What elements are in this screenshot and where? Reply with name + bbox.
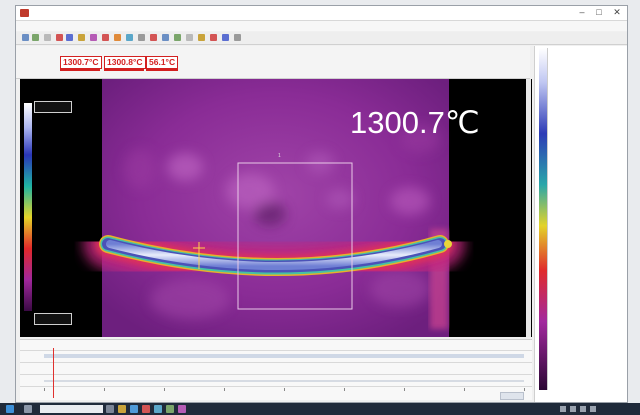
network-icon[interactable] — [570, 406, 576, 412]
max-temperature-overlay: 1300.7℃ — [350, 105, 480, 140]
tool-icon[interactable] — [174, 34, 181, 41]
maximize-button[interactable]: □ — [591, 7, 607, 18]
timeline-tick — [344, 388, 345, 391]
timeline-tick — [404, 388, 405, 391]
readout-underline — [60, 69, 100, 71]
readout-underline — [146, 69, 178, 71]
menu-bar — [16, 21, 627, 31]
tray-icon[interactable] — [560, 406, 566, 412]
tool-icon[interactable] — [114, 34, 121, 41]
scale-axis — [547, 48, 548, 390]
tool-icon[interactable] — [234, 34, 241, 41]
browser-icon[interactable] — [130, 405, 138, 413]
taskbar — [0, 403, 640, 415]
timeline-panel — [20, 339, 532, 400]
taskview-icon[interactable] — [106, 405, 114, 413]
palette-icon[interactable] — [90, 34, 97, 41]
tool-icon[interactable] — [198, 34, 205, 41]
timeline-tick — [284, 388, 285, 391]
timeline-tick — [464, 388, 465, 391]
tool-icon[interactable] — [210, 34, 217, 41]
readout-value: 56.1°C — [146, 56, 179, 69]
maximize-icon: □ — [596, 7, 602, 17]
minimize-button[interactable]: – — [574, 7, 590, 18]
timeline-tick — [524, 388, 525, 391]
app-icon — [20, 9, 29, 17]
title-bar: – □ ✕ — [16, 6, 627, 21]
file-explorer-icon[interactable] — [118, 405, 126, 413]
tool-icon[interactable] — [102, 34, 109, 41]
scale-max-value — [34, 101, 72, 113]
timeline-tick — [224, 388, 225, 391]
save-icon[interactable] — [32, 34, 39, 41]
tool-icon[interactable] — [186, 34, 193, 41]
readout-underline — [104, 69, 144, 71]
tool-icon[interactable] — [150, 34, 157, 41]
measurement-strip: 1300.7°C 1300.8°C 56.1°C — [16, 46, 530, 79]
timeline-divider — [20, 350, 532, 351]
toolbar — [16, 32, 627, 45]
record-icon[interactable] — [56, 34, 63, 41]
open-icon[interactable] — [22, 34, 29, 41]
right-palette-panel — [534, 46, 627, 402]
app-window: – □ ✕ 1300.7°C — [15, 5, 628, 403]
search-input[interactable] — [40, 405, 103, 413]
scale-min-value — [34, 313, 72, 325]
timeline-divider — [20, 362, 532, 363]
timeline-tick — [44, 388, 45, 391]
timeline-tick — [104, 388, 105, 391]
readout-value: 1300.8°C — [104, 56, 146, 69]
tool-icon[interactable] — [138, 34, 145, 41]
search-icon[interactable] — [24, 405, 32, 413]
timeline-divider — [20, 374, 532, 375]
app-taskbar-icon[interactable] — [178, 405, 186, 413]
tool-icon[interactable] — [162, 34, 169, 41]
bar-end-marker — [444, 240, 452, 248]
timeline-track[interactable] — [44, 354, 524, 358]
app-taskbar-icon[interactable] — [166, 405, 174, 413]
timeline-divider — [20, 386, 532, 387]
tool-icon[interactable] — [126, 34, 133, 41]
tool-icon[interactable] — [222, 34, 229, 41]
app-taskbar-icon[interactable] — [142, 405, 150, 413]
vertical-scrollbar[interactable] — [526, 79, 531, 337]
thermal-image[interactable] — [20, 79, 532, 337]
right-color-scale[interactable] — [539, 48, 547, 390]
left-color-scale — [24, 103, 32, 311]
tool-icon[interactable] — [44, 34, 51, 41]
timeline-track-lower[interactable] — [44, 380, 524, 382]
tool-icon[interactable] — [66, 34, 73, 41]
app-taskbar-icon[interactable] — [154, 405, 162, 413]
close-icon: ✕ — [613, 7, 621, 17]
language-icon[interactable] — [590, 406, 596, 412]
roi-label: 1 — [278, 153, 281, 159]
timeline-cursor[interactable] — [53, 348, 54, 398]
timeline-tick — [164, 388, 165, 391]
thermal-viewer[interactable]: 1300.7℃ 1 — [20, 79, 532, 337]
minimize-icon: – — [579, 7, 585, 17]
roi-rectangle[interactable] — [237, 162, 353, 310]
timeline-button[interactable] — [500, 392, 524, 400]
readout-value: 1300.7°C — [60, 56, 102, 69]
close-button[interactable]: ✕ — [609, 7, 625, 18]
volume-icon[interactable] — [580, 406, 586, 412]
spot-marker[interactable] — [193, 242, 205, 269]
tool-icon[interactable] — [78, 34, 85, 41]
windows-start-icon[interactable] — [6, 405, 14, 413]
hot-bar-core — [106, 240, 442, 270]
